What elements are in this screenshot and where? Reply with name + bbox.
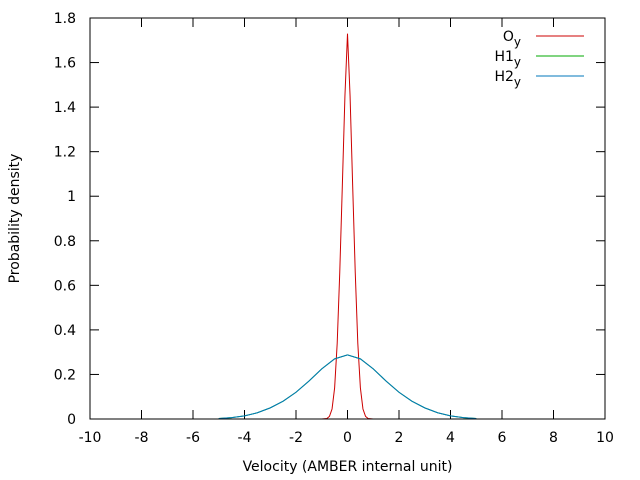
x-tick-label: -2: [289, 430, 303, 446]
x-tick-label: 8: [549, 430, 558, 446]
series-line: [218, 354, 477, 420]
series-line: [321, 33, 374, 420]
legend-label: H1y: [494, 49, 521, 69]
x-tick-label: 4: [446, 430, 455, 446]
y-tick-label: 0.2: [54, 367, 76, 383]
x-tick-label: 10: [596, 430, 614, 446]
y-tick-label: 1: [67, 189, 76, 205]
series-line: [218, 354, 477, 420]
legend-label: Oy: [503, 29, 521, 49]
y-axis-label: Probability density: [7, 154, 23, 284]
x-axis-label: Velocity (AMBER internal unit): [243, 459, 453, 475]
y-tick-label: 1.4: [54, 100, 76, 116]
x-tick-label: -6: [186, 430, 200, 446]
x-tick-label: -4: [238, 430, 252, 446]
y-tick-label: 0.6: [54, 278, 76, 294]
x-tick-label: 0: [343, 430, 352, 446]
y-tick-label: 0.4: [54, 323, 76, 339]
y-tick-label: 1.2: [54, 145, 76, 161]
y-tick-label: 1.6: [54, 56, 76, 72]
data-series: [218, 33, 477, 420]
x-tick-label: -10: [79, 430, 102, 446]
y-tick-label: 0: [67, 412, 76, 428]
legend-label: H2y: [494, 69, 521, 89]
y-tick-label: 1.8: [54, 11, 76, 27]
y-tick-label: 0.8: [54, 234, 76, 250]
x-tick-label: -8: [135, 430, 149, 446]
plot-frame: [89, 17, 606, 420]
x-tick-label: 6: [498, 430, 507, 446]
axis-ticks: -10 -8 -6 -4 -2 0 2 4 6 8 10 0 0.2 0.4 0.6 0.8 1 1.2 1.4 1.…: [54, 11, 614, 446]
x-tick-label: 2: [395, 430, 404, 446]
